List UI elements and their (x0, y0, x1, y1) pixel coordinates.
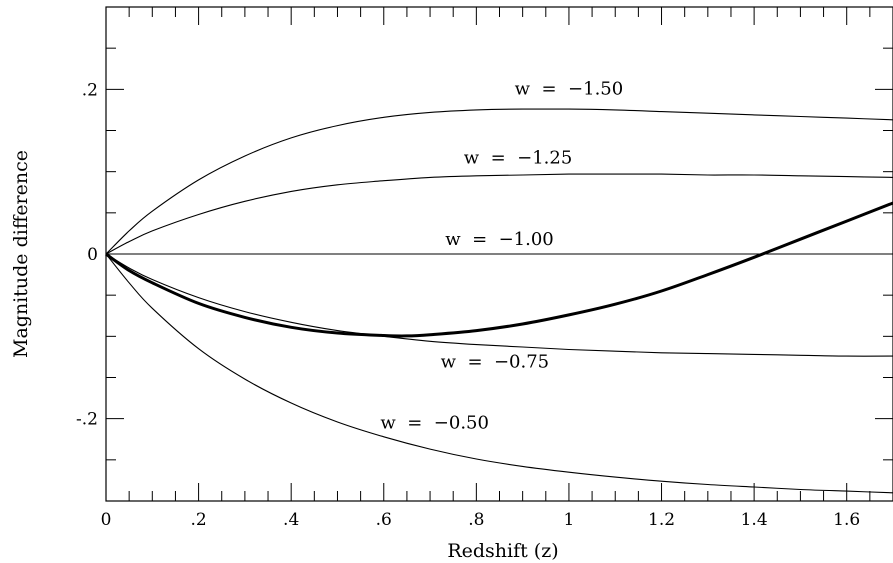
y-tick-label: -.2 (76, 410, 98, 430)
y-tick-label: 0 (87, 245, 98, 265)
series-group (105, 108, 893, 494)
y-tick-label: .2 (82, 80, 98, 100)
x-tick-label: .4 (283, 510, 299, 530)
series-line-4 (105, 253, 893, 357)
x-tick-label: 1.6 (833, 510, 860, 530)
x-tick-label: .2 (190, 510, 206, 530)
annotation-group: w = −1.50 w = −1.25 w = −1.00 w = −0.75 w = … (380, 78, 623, 433)
x-tick-label: 1 (564, 510, 575, 530)
series-line-2 (105, 173, 893, 255)
series-line-1 (105, 108, 893, 255)
x-tick-label: .8 (468, 510, 484, 530)
series-line-5 (105, 253, 893, 494)
tick-labels: 0 .2 .4 .6 .8 1 1.2 1.4 1.6 .2 0 -.2 (76, 80, 860, 530)
series-annotation: w = −0.75 (441, 352, 550, 373)
series-annotation: w = −1.50 (515, 78, 624, 99)
series-line-6 (105, 201, 893, 338)
series-annotation: w = −0.50 (380, 413, 489, 434)
x-tick-label: 1.2 (648, 510, 675, 530)
y-axis-title: Magnitude difference (10, 150, 32, 358)
series-annotation: w = −1.25 (464, 147, 573, 168)
series-annotation: w = −1.00 (445, 229, 554, 250)
x-tick-label: 1.4 (741, 510, 768, 530)
x-tick-label: 0 (101, 510, 112, 530)
tick-marks (105, 6, 893, 502)
x-tick-label: .6 (376, 510, 392, 530)
x-axis-title: Redshift (z) (447, 540, 558, 562)
